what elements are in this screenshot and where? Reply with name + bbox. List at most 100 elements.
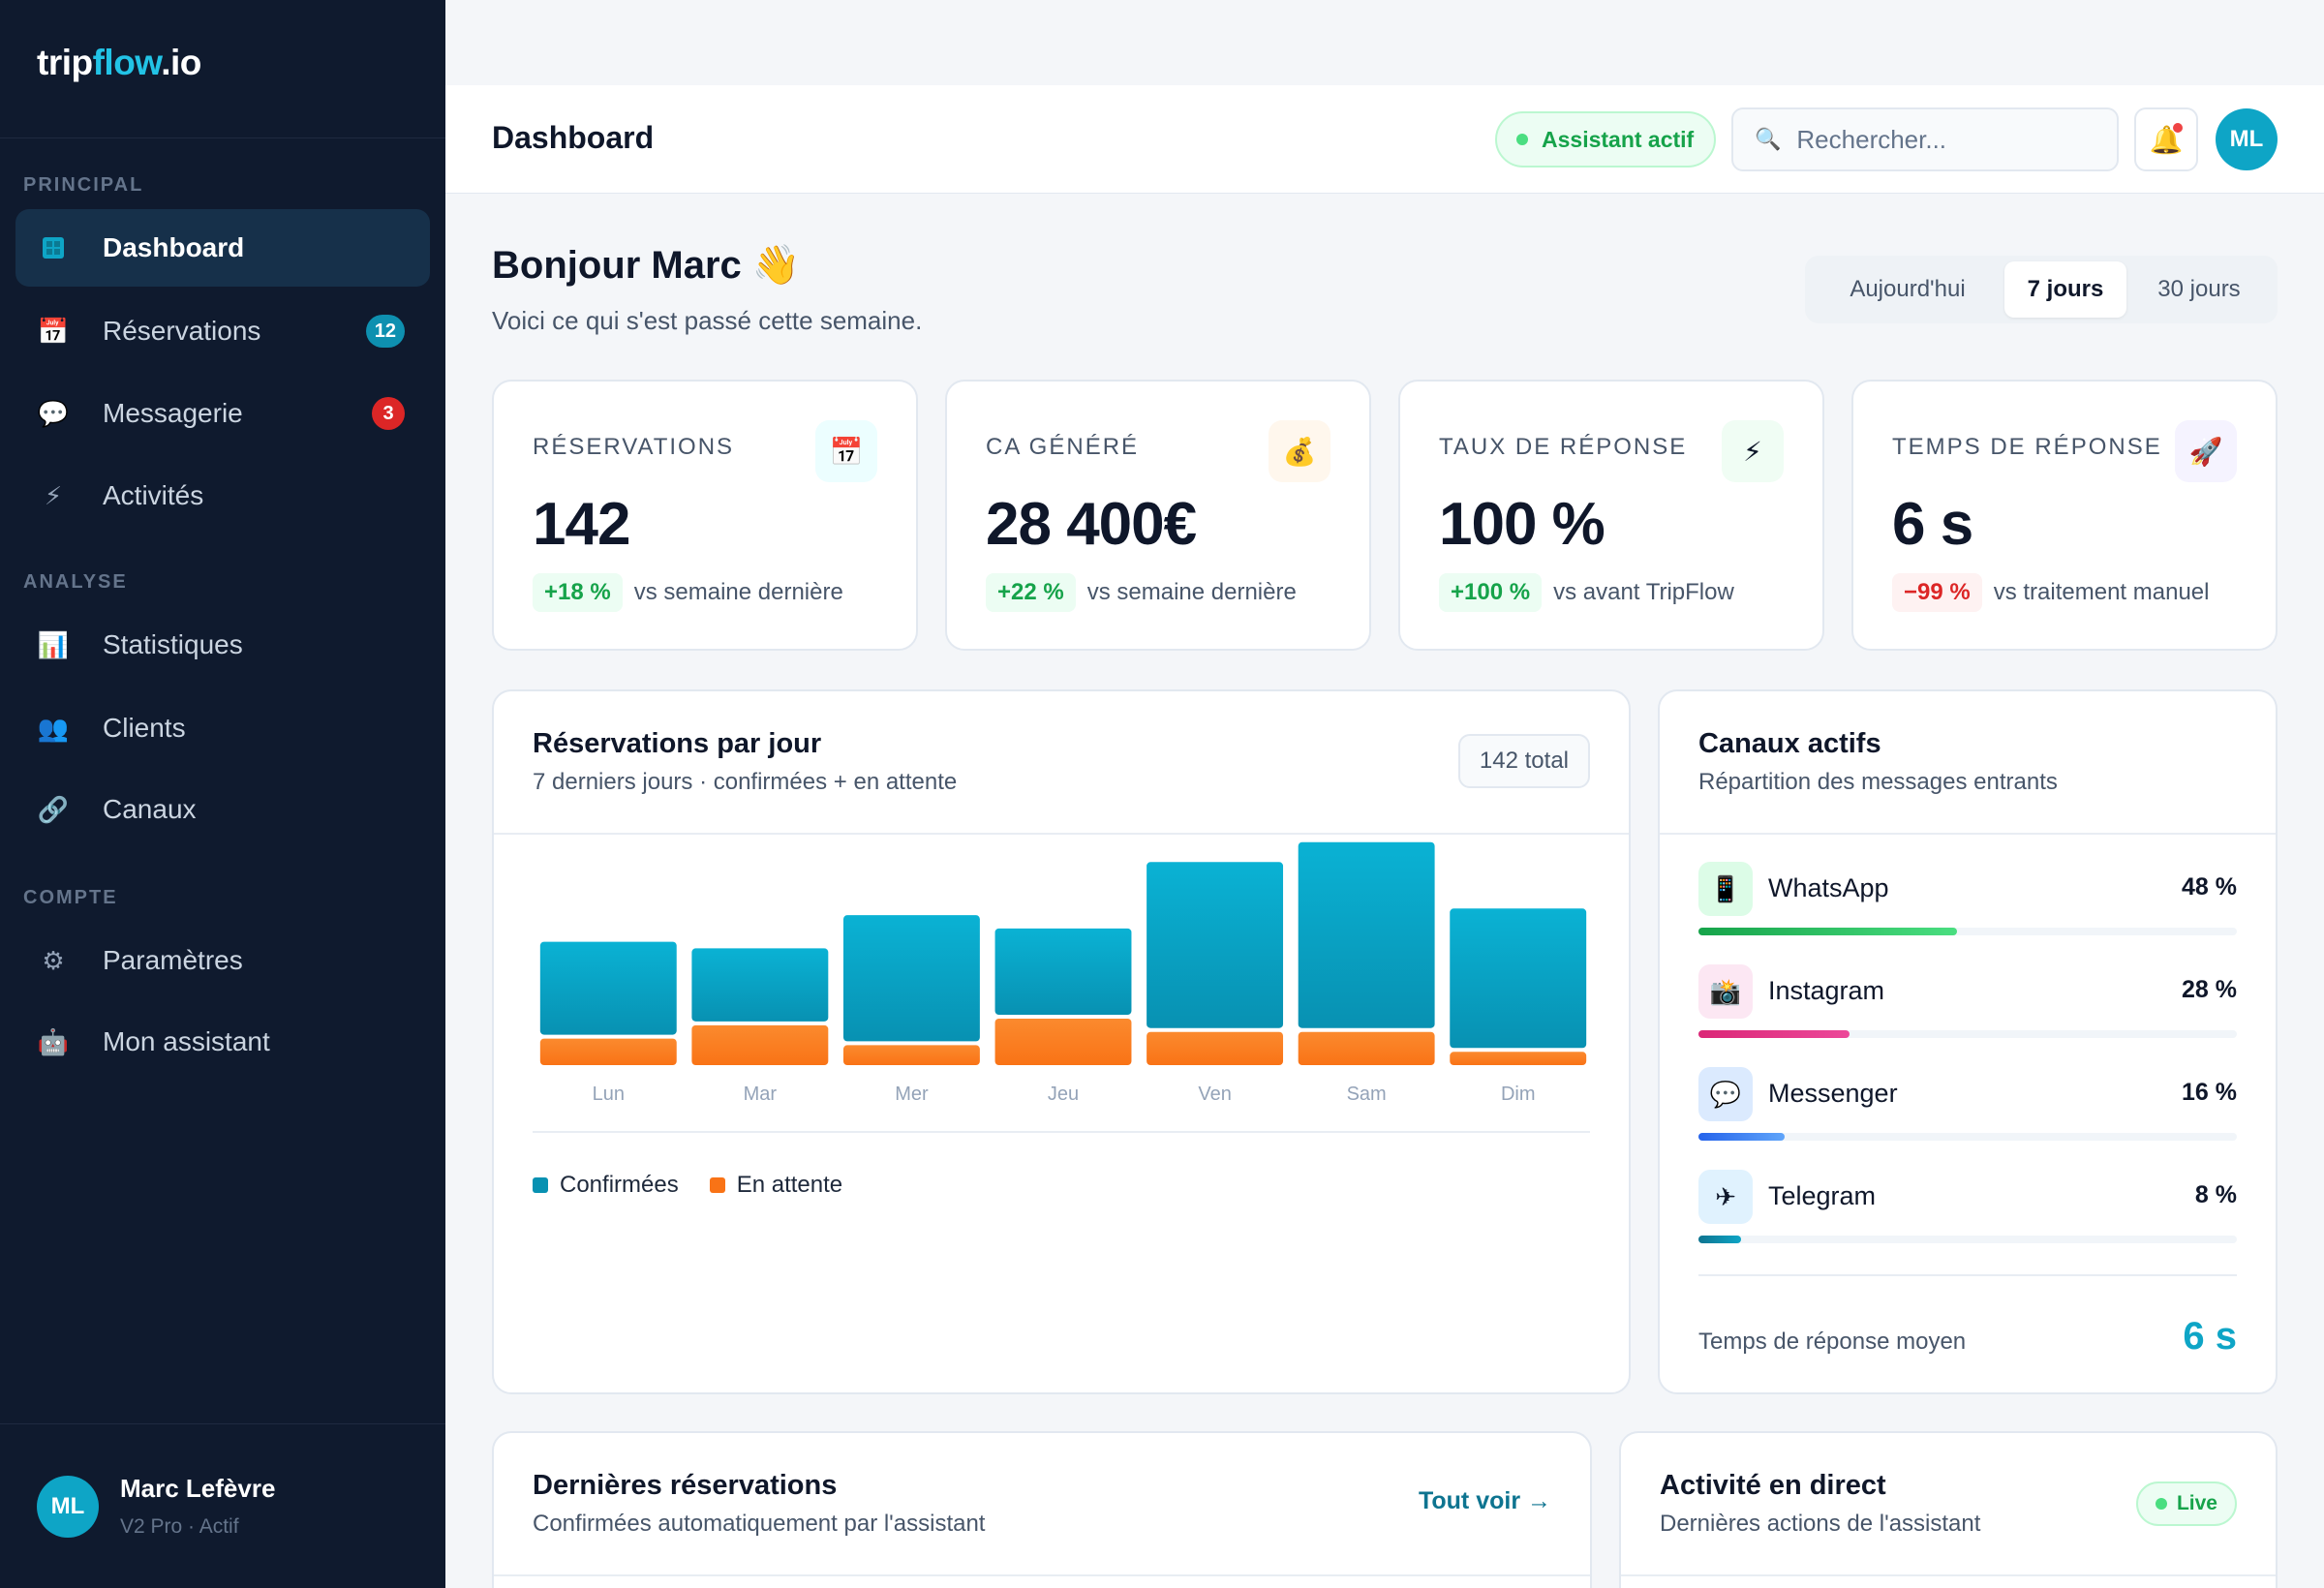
- kpi-note: vs semaine dernière: [633, 579, 843, 605]
- panel-divider: [1698, 1274, 2237, 1276]
- panel-subtitle: Dernières actions de l'assistant: [1660, 1511, 1981, 1537]
- channel-name: Telegram: [1768, 1181, 1877, 1210]
- panel-divider: [494, 1574, 1590, 1576]
- channel-progress-fill: [1698, 928, 1957, 935]
- total-badge: 142 total: [1457, 734, 1590, 788]
- kpi-label: TEMPS DE RÉPONSE: [1892, 434, 2162, 460]
- channel-row-instagram[interactable]: 📸 Instagram 28 %: [1698, 964, 2237, 1052]
- kpi-delta: +18 %: [533, 573, 623, 612]
- channel-progress-fill: [1698, 1133, 1785, 1141]
- greeting-subtitle: Voici ce qui s'est passé cette semaine.: [492, 306, 923, 335]
- channel-progress-fill: [1698, 1030, 1850, 1038]
- channel-row-telegram[interactable]: ✈ Telegram 8 %: [1698, 1170, 2237, 1257]
- bar-pending-dim: [1450, 1052, 1587, 1065]
- channel-row-messenger[interactable]: 💬 Messenger 16 %: [1698, 1067, 2237, 1154]
- channel-percent: 8 %: [2194, 1181, 2237, 1208]
- sidebar-user-card[interactable]: ML Marc Lefèvre V2 Pro · Actif: [37, 1474, 275, 1539]
- sidebar-item-clients[interactable]: 👥 Clients: [15, 689, 430, 767]
- channel-name: WhatsApp: [1768, 873, 1889, 902]
- sidebar-item-activites[interactable]: ⚡ Activités: [15, 457, 430, 534]
- channel-row-whatsapp[interactable]: 📱 WhatsApp 48 %: [1698, 862, 2237, 949]
- link-icon: 🔗: [37, 794, 70, 824]
- kpi-label: CA GÉNÉRÉ: [986, 434, 1140, 460]
- bar-pending-mer: [842, 1045, 980, 1065]
- channels-panel: Canaux actifs Répartition des messages e…: [1658, 689, 2278, 1394]
- avatar: ML: [37, 1475, 99, 1538]
- live-badge: Live: [2135, 1481, 2237, 1526]
- kpi-note: vs traitement manuel: [1993, 579, 2210, 605]
- sidebar-item-mon-assistant[interactable]: 🤖 Mon assistant: [15, 1003, 430, 1081]
- x-tick-label: Ven: [1198, 1084, 1231, 1105]
- panel-subtitle: Confirmées automatiquement par l'assista…: [533, 1511, 986, 1537]
- sidebar-item-parametres[interactable]: ⚙ Paramètres: [15, 922, 430, 999]
- range-7-days-button[interactable]: 7 jours: [2004, 261, 2126, 318]
- legend-swatch: [709, 1177, 725, 1193]
- bar-confirmed-mar: [691, 948, 829, 1022]
- date-range-selector: Aujourd'hui 7 jours 30 jours: [1805, 256, 2278, 323]
- calendar-icon: 📅: [815, 420, 877, 482]
- x-tick-label: Lun: [593, 1084, 625, 1105]
- range-30-days-button[interactable]: 30 jours: [2157, 276, 2241, 302]
- sidebar-divider: [0, 1423, 445, 1424]
- notification-dot: [2173, 123, 2183, 133]
- sidebar-item-dashboard[interactable]: Dashboard: [15, 209, 430, 287]
- channel-percent: 16 %: [2182, 1079, 2237, 1106]
- kpi-card-response-rate: TAUX DE RÉPONSE ⚡ 100 % +100 % vs avant …: [1398, 380, 1824, 651]
- user-avatar-button[interactable]: ML: [2216, 108, 2278, 170]
- kpi-value: 100 %: [1439, 491, 1605, 558]
- sidebar-item-label: Réservations: [103, 316, 261, 346]
- kpi-card-revenue: CA GÉNÉRÉ 💰 28 400€ +22 % vs semaine der…: [945, 380, 1371, 651]
- x-tick-label: Sam: [1347, 1084, 1387, 1105]
- panel-divider: [1660, 833, 2276, 835]
- sidebar-item-label: Statistiques: [103, 629, 243, 659]
- assistant-status-label: Assistant actif: [1542, 126, 1695, 152]
- notifications-button[interactable]: 🔔: [2134, 107, 2198, 171]
- channel-progress-track: [1698, 1236, 2237, 1243]
- sidebar-item-label: Messagerie: [103, 398, 243, 428]
- x-tick-label: Mer: [895, 1084, 929, 1105]
- avg-response-value: 6 s: [2183, 1315, 2237, 1358]
- grid-icon: [37, 231, 70, 264]
- bar-pending-sam: [1298, 1031, 1435, 1065]
- channel-progress-track: [1698, 928, 2237, 935]
- assistant-status-badge[interactable]: Assistant actif: [1495, 111, 1716, 168]
- sidebar-item-label: Paramètres: [103, 945, 243, 975]
- see-all-link[interactable]: Tout voir →: [1418, 1487, 1551, 1514]
- sidebar-item-label: Dashboard: [103, 232, 245, 262]
- plane-icon: ✈: [1698, 1170, 1753, 1224]
- reservations-count-badge: 12: [365, 315, 405, 348]
- kpi-note: vs semaine dernière: [1086, 579, 1297, 605]
- sidebar-item-label: Clients: [103, 713, 186, 743]
- sidebar-item-canaux[interactable]: 🔗 Canaux: [15, 771, 430, 848]
- chart-divider: [533, 1131, 1590, 1133]
- live-label: Live: [2176, 1492, 2217, 1514]
- sidebar-item-statistiques[interactable]: 📊 Statistiques: [15, 606, 430, 684]
- channel-progress-track: [1698, 1133, 2237, 1141]
- sidebar-divider: [0, 137, 445, 138]
- kpi-value: 142: [533, 491, 630, 558]
- rocket-icon: 🚀: [2175, 420, 2237, 482]
- bolt-icon: ⚡: [44, 480, 63, 510]
- channel-percent: 48 %: [2182, 873, 2237, 901]
- section-label-principal: PRINCIPAL: [23, 174, 144, 196]
- phone-icon: 📱: [1698, 862, 1753, 916]
- sidebar-item-reservations[interactable]: 📅 Réservations 12: [15, 292, 430, 370]
- kpi-delta: +100 %: [1439, 573, 1543, 612]
- camera-icon: 📸: [1698, 964, 1753, 1019]
- channel-progress-fill: [1698, 1236, 1742, 1243]
- kpi-delta: −99 %: [1892, 573, 1982, 612]
- recent-bookings-panel: Dernières réservations Confirmées automa…: [492, 1431, 1592, 1588]
- search-placeholder: Rechercher...: [1796, 124, 1947, 154]
- user-plan: V2 Pro · Actif: [120, 1515, 239, 1538]
- range-today-button[interactable]: Aujourd'hui: [1850, 276, 1966, 302]
- bar-confirmed-dim: [1450, 908, 1587, 1049]
- panel-subtitle: Répartition des messages entrants: [1698, 769, 2058, 795]
- search-input[interactable]: 🔍 Rechercher...: [1731, 107, 2119, 171]
- money-bag-icon: 💰: [1269, 420, 1330, 482]
- search-icon: 🔍: [1755, 127, 1782, 151]
- sidebar-item-messagerie[interactable]: 💬 Messagerie 3: [15, 375, 430, 452]
- legend-item-confirmed: Confirmées: [533, 1172, 679, 1199]
- app-logo[interactable]: tripflow.io: [37, 43, 201, 82]
- kpi-delta: +22 %: [986, 573, 1076, 612]
- user-name: Marc Lefèvre: [120, 1474, 276, 1503]
